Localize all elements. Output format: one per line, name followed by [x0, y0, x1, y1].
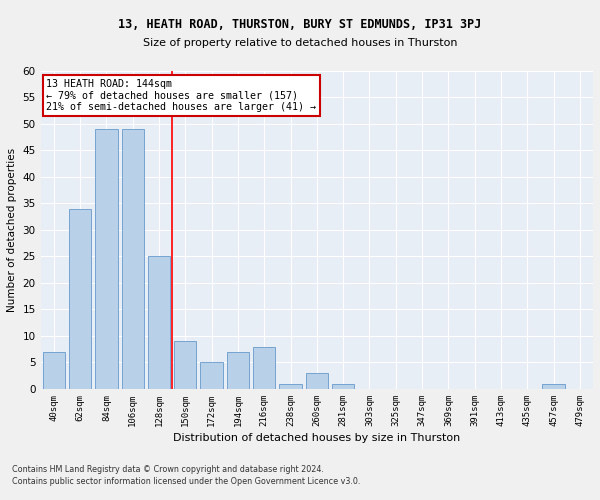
Bar: [69, 209, 91, 389]
Bar: [43, 352, 65, 389]
X-axis label: Distribution of detached houses by size in Thurston: Distribution of detached houses by size …: [173, 433, 460, 443]
Text: Size of property relative to detached houses in Thurston: Size of property relative to detached ho…: [143, 38, 457, 48]
Bar: [122, 130, 144, 389]
Bar: [542, 384, 565, 389]
Text: Contains HM Land Registry data © Crown copyright and database right 2024.: Contains HM Land Registry data © Crown c…: [12, 466, 324, 474]
Bar: [253, 346, 275, 389]
Y-axis label: Number of detached properties: Number of detached properties: [7, 148, 17, 312]
Bar: [95, 130, 118, 389]
Text: Contains public sector information licensed under the Open Government Licence v3: Contains public sector information licen…: [12, 477, 361, 486]
Text: 13 HEATH ROAD: 144sqm
← 79% of detached houses are smaller (157)
21% of semi-det: 13 HEATH ROAD: 144sqm ← 79% of detached …: [46, 79, 316, 112]
Bar: [305, 373, 328, 389]
Bar: [148, 256, 170, 389]
Bar: [200, 362, 223, 389]
Bar: [332, 384, 355, 389]
Bar: [280, 384, 302, 389]
Bar: [174, 342, 196, 389]
Bar: [227, 352, 249, 389]
Text: 13, HEATH ROAD, THURSTON, BURY ST EDMUNDS, IP31 3PJ: 13, HEATH ROAD, THURSTON, BURY ST EDMUND…: [118, 18, 482, 30]
